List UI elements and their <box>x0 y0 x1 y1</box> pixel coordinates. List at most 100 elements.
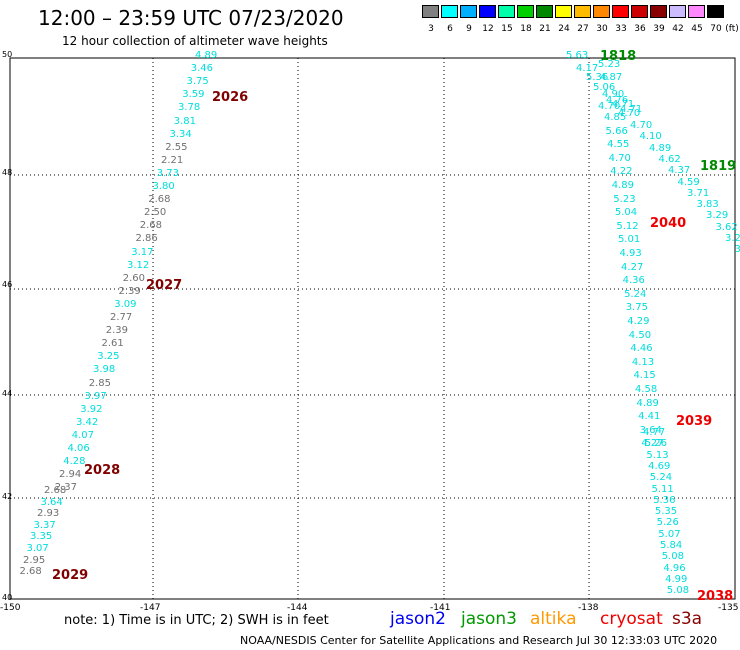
wave-height-value: 5.08 <box>666 585 690 597</box>
scale-swatch <box>422 5 439 18</box>
pass-time-label: 2038 <box>697 589 734 604</box>
scale-label: 39 <box>653 24 665 34</box>
wave-height-value: 2.68 <box>139 220 163 232</box>
scale-swatch <box>669 5 686 18</box>
scale-label: 27 <box>577 24 589 34</box>
wave-height-value: 5.01 <box>617 234 641 246</box>
wave-height-value: 5.26 <box>656 517 679 529</box>
scale-unit: (ft) <box>725 24 739 34</box>
credit-line: NOAA/NESDIS Center for Satellite Applica… <box>240 634 718 647</box>
wave-height-value: 4.13 <box>631 356 655 368</box>
wave-height-value: 5.36 <box>586 72 609 83</box>
wave-height-value: 3.64 <box>40 496 63 508</box>
page-subtitle: 12 hour collection of altimeter wave hei… <box>62 34 328 48</box>
x-tick-label: -150 <box>0 603 21 613</box>
wave-height-value: 2.21 <box>161 154 184 166</box>
wave-height-value: 4.22 <box>610 166 633 178</box>
wave-height-value: 5.07 <box>658 528 681 540</box>
wave-height-value: 5.24 <box>624 288 647 300</box>
scale-label: 12 <box>482 24 494 34</box>
wave-height-value: 5.84 <box>660 540 683 551</box>
wave-height-value: 5.35 <box>654 506 678 518</box>
wave-height-value: 2.61 <box>101 338 124 350</box>
scale-swatch <box>479 5 496 18</box>
wave-height-value: 4.87 <box>600 72 623 83</box>
wave-height-value: 4.70 <box>630 120 653 131</box>
x-tick-label: -138 <box>578 603 599 613</box>
scale-label: 9 <box>466 24 472 34</box>
wave-height-value: 3.07 <box>26 543 49 554</box>
satellite-legend-item: s3a <box>672 609 703 629</box>
pass-time-label: 2026 <box>212 90 249 105</box>
wave-height-value: 3.12 <box>127 259 150 271</box>
wave-height-value: 3.34 <box>169 128 192 140</box>
wave-height-value: 2.37 <box>54 482 78 494</box>
wave-height-value: 5.23 <box>598 59 621 70</box>
wave-height-value: 5.26 <box>644 438 667 450</box>
wave-height-value: 4.69 <box>648 460 671 472</box>
plot-frame <box>9 57 736 600</box>
wave-height-value: 4.15 <box>633 370 656 382</box>
scale-swatch <box>612 5 629 18</box>
wave-height-value: 4.89 <box>611 180 635 191</box>
wave-height-value: 2.50 <box>144 207 167 219</box>
page-title: 12:00 – 23:59 UTC 07/23/2020 <box>38 6 344 30</box>
wave-height-value: 4.77 <box>643 427 666 438</box>
wave-height-value: 2.68 <box>44 485 67 496</box>
wave-height-value: 4.27 <box>621 261 644 273</box>
wave-height-value: 4.96 <box>663 562 686 574</box>
wave-height-value: 4.71 <box>612 99 635 110</box>
wave-height-value: 4.62 <box>658 153 681 165</box>
wave-height-value: 4.70 <box>618 108 641 119</box>
wave-height-value: 5.08 <box>661 551 684 563</box>
scale-swatch <box>650 5 667 18</box>
wave-height-value: 4.37 <box>668 165 691 177</box>
scale-swatch <box>688 5 705 18</box>
wave-height-value: 3.92 <box>80 403 103 415</box>
wave-height-value: 3.35 <box>30 531 53 543</box>
satellite-legend-item: cryosat <box>600 609 663 629</box>
wave-height-value: 3.2 <box>725 233 740 244</box>
wave-height-value: 3.73 <box>156 167 180 179</box>
wave-height-value: 4.90 <box>602 89 625 100</box>
wave-height-value: 3.09 <box>114 298 137 310</box>
wave-height-value: 5.36 <box>653 494 676 506</box>
wave-height-value: 2.60 <box>122 272 146 284</box>
wave-height-value: 4.70 <box>608 152 631 164</box>
wave-height-value: 3.81 <box>173 115 197 127</box>
wave-height-value: 4.76 <box>606 95 629 106</box>
pass-time-label: 2028 <box>84 463 121 478</box>
wave-height-value: 4.50 <box>628 329 652 341</box>
y-tick-label: 40 <box>2 593 13 602</box>
wave-height-value: 2.55 <box>165 141 188 153</box>
wave-height-value: 5.24 <box>649 472 673 484</box>
wave-height-value: 4.59 <box>677 176 700 188</box>
wave-height-value: 3.75 <box>625 302 648 314</box>
scale-label: 18 <box>520 24 532 34</box>
scale-swatch <box>536 5 553 18</box>
x-tick-label: -135 <box>718 603 739 613</box>
y-tick-label: 50 <box>2 50 13 59</box>
wave-height-value: 5.11 <box>651 483 674 495</box>
wave-height-value: 4.27 <box>641 438 664 450</box>
wave-height-value: 5.13 <box>646 449 669 461</box>
scale-swatch <box>707 5 724 18</box>
grid-lines <box>10 58 735 599</box>
wave-height-value: 2.86 <box>135 233 158 245</box>
scale-swatch <box>441 5 458 18</box>
wave-height-value: 2.68 <box>148 194 171 206</box>
wave-height-value: 3.71 <box>687 187 710 199</box>
wave-height-value: 5.66 <box>605 125 628 137</box>
wave-height-value: 5.04 <box>614 207 638 219</box>
wave-height-value: 3.64 <box>639 424 662 436</box>
wave-height-value: 3 <box>734 244 740 256</box>
wave-height-value: 2.77 <box>110 312 133 323</box>
wave-height-value: 3.46 <box>190 63 214 75</box>
wave-height-value: 4.10 <box>639 131 662 143</box>
scale-swatch <box>593 5 610 18</box>
wave-height-value: 2.68 <box>19 566 42 578</box>
pass-time-label: 1819 <box>700 159 737 174</box>
wave-height-value: 4.89 <box>195 50 218 61</box>
wave-height-value: 5.06 <box>593 82 616 93</box>
